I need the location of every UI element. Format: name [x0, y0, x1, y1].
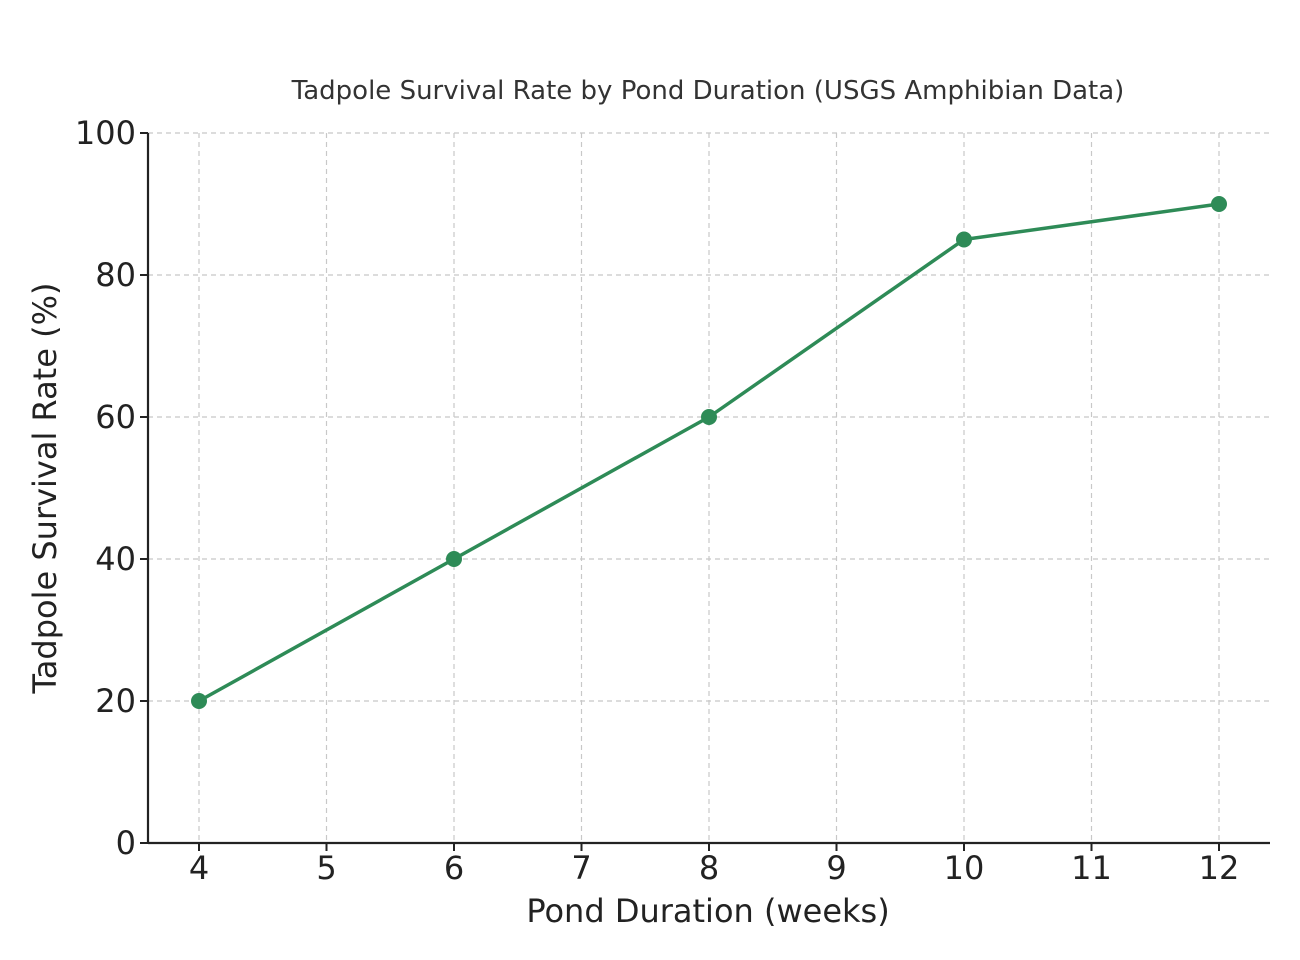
y-axis-label: Tadpole Survival Rate (%)	[26, 283, 64, 695]
y-tick-label: 40	[95, 540, 136, 578]
tick-layer: 4 5 6 7 8 9 10 11 12 0 20 40 60 80 100	[75, 114, 1239, 887]
grid-layer	[148, 132, 1270, 843]
x-axis-label: Pond Duration (weeks)	[526, 892, 889, 930]
data-point	[191, 693, 207, 709]
y-tick-label: 60	[95, 398, 136, 436]
data-point	[1211, 196, 1227, 212]
chart-title: Tadpole Survival Rate by Pond Duration (…	[291, 76, 1125, 106]
y-tick-label: 0	[116, 824, 136, 862]
y-tick-label: 20	[95, 682, 136, 720]
x-tick-label: 8	[699, 849, 719, 887]
x-tick-label: 12	[1199, 849, 1240, 887]
data-point	[701, 409, 717, 425]
y-tick-label: 100	[75, 114, 136, 152]
series-layer	[191, 196, 1227, 709]
x-tick-label: 11	[1071, 849, 1112, 887]
x-tick-label: 10	[944, 849, 985, 887]
x-tick-label: 7	[571, 849, 591, 887]
x-tick-label: 6	[444, 849, 464, 887]
data-point	[446, 551, 462, 567]
x-tick-label: 4	[189, 849, 209, 887]
y-tick-label: 80	[95, 256, 136, 294]
x-tick-label: 9	[826, 849, 846, 887]
data-point	[956, 231, 972, 248]
x-tick-label: 5	[316, 849, 336, 887]
